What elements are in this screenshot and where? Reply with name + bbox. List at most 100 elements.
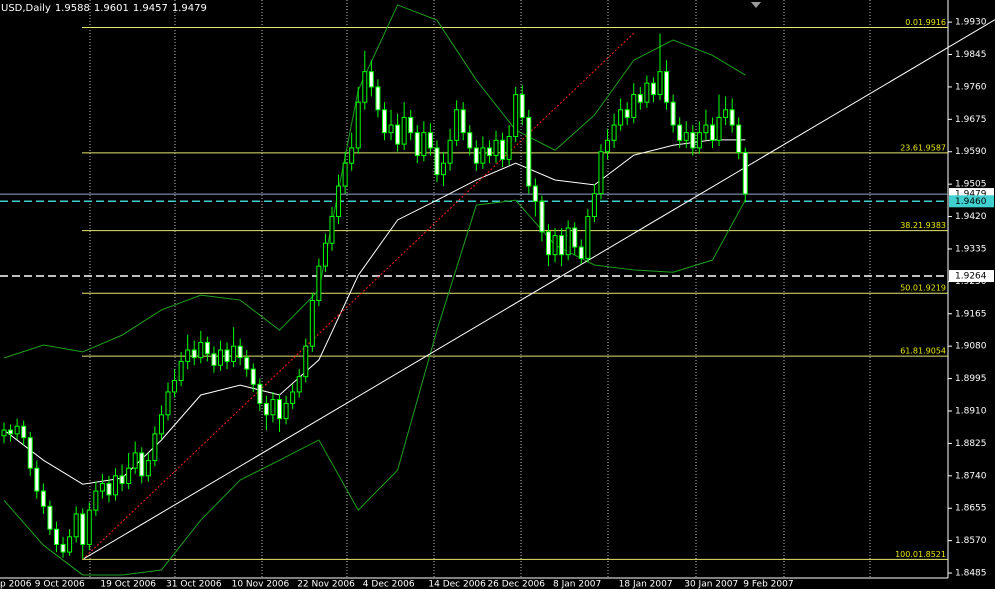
- candle-body: [224, 349, 230, 362]
- candle-body: [1, 429, 7, 437]
- candle-body: [500, 139, 506, 160]
- fib-level-label: 100.01.8521: [895, 550, 946, 559]
- x-tick-label: 14 Dec 2006: [428, 580, 486, 589]
- candle-body: [349, 147, 355, 164]
- candle-body: [578, 246, 584, 259]
- candle-body: [519, 94, 525, 118]
- y-tick-label: 1.9335: [955, 244, 987, 254]
- line-price-box: [949, 195, 994, 208]
- candle-body: [513, 94, 519, 137]
- candle-body: [526, 116, 532, 187]
- candle-body: [217, 349, 223, 366]
- candle-body: [67, 536, 73, 553]
- candle-body: [486, 147, 492, 157]
- candle-body: [591, 193, 597, 218]
- candle-body: [263, 402, 269, 416]
- candle-body: [677, 124, 683, 141]
- candle-body: [539, 200, 545, 233]
- ohlc-value: 1.9457: [133, 3, 168, 14]
- candle-body: [27, 437, 33, 469]
- indicator-line: [3, 4, 746, 359]
- candle-body: [618, 109, 624, 126]
- line-price-label: 1.9460: [955, 197, 987, 207]
- y-tick-label: 1.8910: [955, 407, 987, 417]
- y-tick-label: 1.9080: [955, 342, 987, 352]
- candle-body: [303, 345, 309, 378]
- candle-body: [506, 135, 512, 160]
- x-tick-label: 26 Dec 2006: [487, 580, 545, 589]
- candle-body: [473, 147, 479, 164]
- candle-body: [460, 109, 466, 134]
- candle-body: [388, 124, 394, 134]
- candle-body: [598, 151, 604, 195]
- y-tick-label: 1.9590: [955, 147, 987, 157]
- candle-body: [86, 509, 92, 545]
- candle-body: [631, 94, 637, 118]
- x-tick-label: 22 Nov 2006: [297, 580, 355, 589]
- y-tick-label: 1.9845: [955, 50, 987, 60]
- ohlc-value: 1.9588: [55, 3, 90, 14]
- candle-body: [283, 402, 289, 420]
- candle-body: [99, 482, 105, 492]
- x-tick-label: 19 Oct 2006: [100, 580, 156, 589]
- candle-body: [723, 109, 729, 118]
- candle-body: [381, 109, 387, 134]
- y-tick-label: 1.9505: [955, 180, 987, 190]
- candle-body: [355, 101, 361, 149]
- candle-body: [165, 391, 171, 416]
- candle-body: [316, 265, 322, 301]
- candle-body: [559, 235, 565, 256]
- y-tick-label: 1.8570: [955, 536, 987, 546]
- candle-body: [427, 132, 433, 149]
- candle-body: [565, 227, 571, 256]
- candle-body: [664, 71, 670, 103]
- candle-body: [414, 132, 420, 157]
- y-tick-label: 1.9675: [955, 115, 987, 125]
- candle-body: [296, 376, 302, 393]
- candle-body: [454, 109, 460, 141]
- candle-body: [270, 399, 276, 416]
- candle-body: [290, 391, 296, 404]
- candle-body: [185, 349, 191, 362]
- candle-body: [467, 132, 473, 149]
- x-tick-label: 9 Oct 2006: [35, 580, 85, 589]
- candle-body: [480, 147, 486, 164]
- candle-body: [696, 132, 702, 149]
- candle-body: [80, 513, 86, 545]
- candle-body: [132, 452, 138, 469]
- candle-body: [368, 71, 374, 88]
- candle-body: [93, 490, 99, 511]
- candle-body: [742, 152, 748, 195]
- candle-body: [158, 414, 164, 435]
- fib-level-label: 23.61.9587: [900, 143, 946, 152]
- line-price-label: 1.9264: [955, 272, 987, 282]
- candle-body: [21, 425, 27, 439]
- plot-area: [0, 4, 995, 576]
- candle-body: [421, 132, 427, 157]
- y-tick-label: 1.8485: [955, 569, 987, 579]
- candle-body: [375, 86, 381, 111]
- candle-body: [14, 425, 20, 435]
- y-tick-label: 1.9760: [955, 82, 987, 92]
- candle-body: [257, 383, 263, 404]
- candle-body: [237, 345, 243, 359]
- symbol: USD,Daily: [1, 3, 51, 14]
- candle-body: [408, 116, 414, 134]
- candle-body: [47, 505, 53, 530]
- trendline: [82, 32, 635, 560]
- candle-body: [447, 139, 453, 164]
- fib-level-label: 38.21.9383: [900, 221, 946, 230]
- candle-body: [244, 357, 250, 370]
- candle-body: [703, 124, 709, 134]
- indicator-line: [3, 199, 746, 576]
- candle-body: [572, 227, 578, 248]
- candle-body: [322, 242, 328, 267]
- fib-level-label: 50.01.9219: [900, 284, 946, 293]
- x-tick-label: p 2006: [0, 580, 32, 589]
- candle-body: [441, 162, 447, 176]
- x-tick-label: 8 Jan 2007: [553, 580, 601, 589]
- candle-body: [139, 452, 145, 477]
